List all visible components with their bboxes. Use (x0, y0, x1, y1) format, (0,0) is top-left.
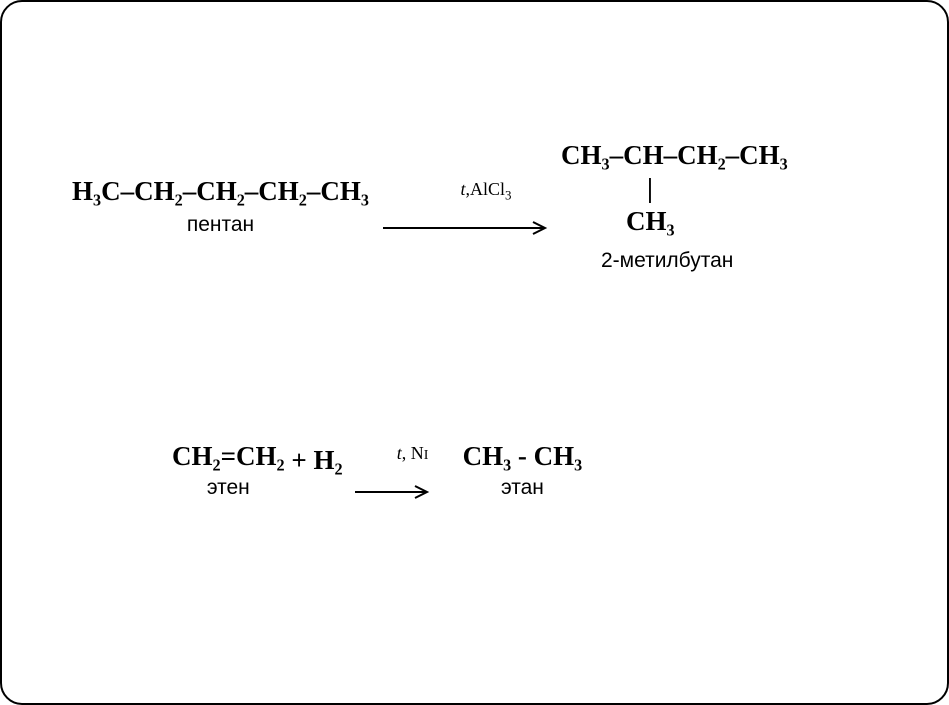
r2-reactant1-formula: CH₂=CH₂ (172, 443, 285, 470)
r2-reactant1: CH₂=CH₂ этен (172, 443, 285, 500)
r2-arrow: t, NI (355, 422, 435, 499)
reaction-2: CH₂=CH₂ этен + H₂ t, NI CH₃ - CH₃ этан (172, 422, 582, 521)
r2-cond-ni-small: I (424, 447, 429, 463)
r1-cond-cat-sub: 3 (505, 188, 511, 203)
r1-conditions: t,AlCl3 (424, 158, 511, 221)
r1-product-branch-bar: | (647, 175, 653, 202)
r1-reactant-label: пентан (187, 213, 254, 237)
r1-product-branch: CH₃ (626, 208, 675, 235)
slide-frame: H₃C–CH₂–CH₂–CH₂–CH₃ пентан t,AlCl3 CH₃–C… (0, 0, 949, 705)
r1-reactant: H₃C–CH₂–CH₂–CH₂–CH₃ пентан (72, 178, 369, 237)
r1-cond-cat: AlCl (470, 179, 505, 199)
r2-cond-ni-prefix: , N (402, 443, 424, 463)
r2-product-formula: CH₃ - CH₃ (463, 443, 583, 470)
r1-arrow-svg (383, 221, 553, 235)
r2-plus: + (285, 447, 314, 474)
r2-arrow-svg (355, 485, 435, 499)
r1-product-line1: CH₃–CH–CH₂–CH₃ (561, 142, 788, 169)
r1-product-label: 2-метилбутан (601, 249, 733, 273)
r1-reactant-formula: H₃C–CH₂–CH₂–CH₂–CH₃ (72, 178, 369, 205)
r2-reactant2-formula: H₂ (313, 447, 342, 474)
r1-arrow: t,AlCl3 (383, 158, 553, 235)
reaction-1: H₃C–CH₂–CH₂–CH₂–CH₃ пентан t,AlCl3 CH₃–C… (72, 142, 788, 273)
r2-product-label: этан (501, 476, 544, 500)
r2-conditions: t, NI (361, 422, 429, 485)
r1-product: CH₃–CH–CH₂–CH₃ | CH₃ 2-метилбутан (561, 142, 788, 273)
r2-reactant1-label: этен (207, 476, 250, 500)
r2-product: CH₃ - CH₃ этан (463, 443, 583, 500)
